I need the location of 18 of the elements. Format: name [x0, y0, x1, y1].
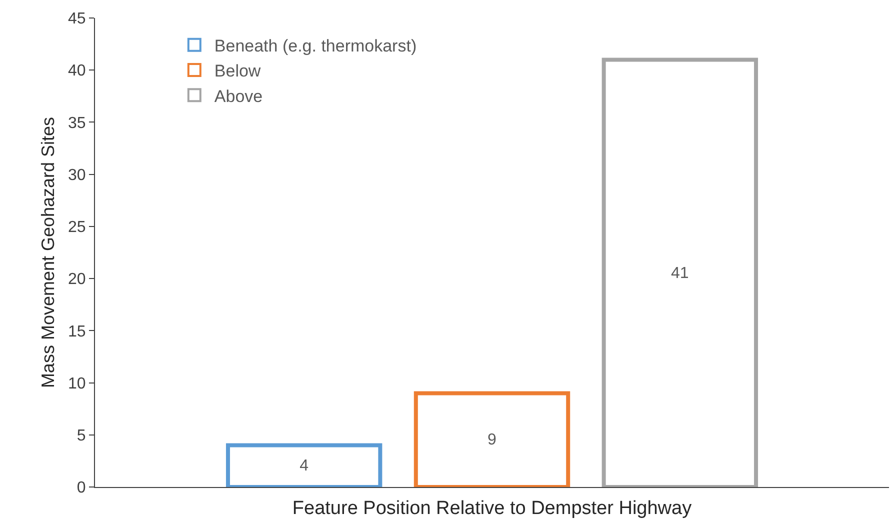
legend-label: Below [214, 62, 262, 81]
legend-label: Above [214, 86, 263, 106]
y-tick-label: 35 [68, 114, 86, 132]
y-tick-label: 25 [68, 219, 86, 236]
x-axis-title: Feature Position Relative to Dempster Highway [292, 498, 692, 519]
data-label: 9 [488, 432, 496, 449]
y-tick-label: 45 [68, 10, 86, 28]
y-tick-label: 10 [68, 375, 86, 392]
y-axis-title: Mass Movement Geohazard Sites [38, 116, 58, 388]
y-tick-label: 30 [68, 166, 86, 184]
legend-label: Beneath (e.g. thermokarst) [214, 36, 417, 56]
y-tick-label: 0 [76, 480, 86, 497]
data-label: 4 [300, 458, 309, 475]
y-tick-label: 20 [68, 271, 86, 288]
data-label: 41 [670, 264, 689, 282]
y-tick-label: 15 [68, 323, 86, 340]
y-tick-label: 40 [68, 62, 86, 80]
y-tick-label: 5 [76, 427, 86, 444]
